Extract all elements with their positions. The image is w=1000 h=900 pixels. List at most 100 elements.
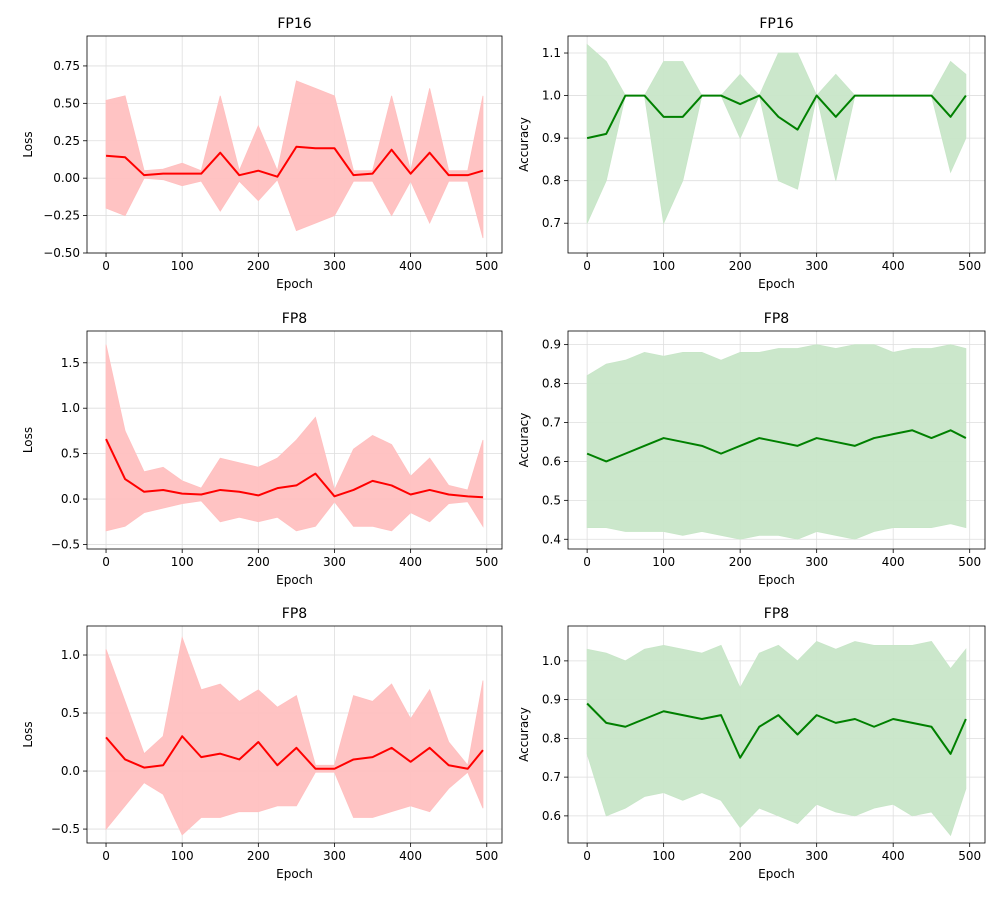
x-tick-label: 100	[171, 555, 194, 569]
mean-line	[105, 438, 484, 499]
mean-line	[586, 94, 967, 140]
y-tick-label: 0.0	[61, 492, 80, 506]
x-tick-label: 300	[805, 849, 828, 863]
x-tick-label: 100	[171, 259, 194, 273]
x-tick-label: 300	[805, 259, 828, 273]
x-axis-label: Epoch	[758, 277, 795, 291]
std-band	[586, 43, 967, 225]
x-tick-label: 200	[729, 555, 752, 569]
std-band	[105, 80, 484, 239]
x-tick-label: 0	[102, 849, 110, 863]
axes-frame	[86, 330, 503, 550]
x-tick-label: 500	[475, 555, 498, 569]
x-axis-label: Epoch	[276, 573, 313, 587]
x-tick-label: 300	[323, 259, 346, 273]
x-tick-label: 100	[652, 555, 675, 569]
y-tick-label: 0.75	[53, 59, 80, 73]
x-tick-label: 500	[958, 849, 981, 863]
y-tick-label: 0.50	[53, 96, 80, 110]
x-tick-label: 100	[652, 849, 675, 863]
x-tick-label: 300	[323, 555, 346, 569]
x-axis-label: Epoch	[276, 867, 313, 881]
y-tick-label: 0.00	[53, 171, 80, 185]
x-tick-label: 500	[958, 259, 981, 273]
chart-panel-5: 0 100 200 300 400 500 −0.5 0.0 0.5 1.0 FP8 Epoch Los…	[21, 606, 503, 881]
y-tick-label: 0.9	[542, 693, 561, 707]
y-tick-label: 0.8	[542, 377, 561, 391]
x-axis-label: Epoch	[758, 867, 795, 881]
y-tick-label: 0.6	[542, 809, 561, 823]
chart-title: FP16	[277, 16, 311, 32]
x-tick-label: 300	[323, 849, 346, 863]
x-tick-label: 0	[102, 259, 110, 273]
y-tick-label: −0.50	[43, 246, 80, 260]
y-axis-label: Loss	[21, 427, 35, 453]
y-tick-label: 0.25	[53, 134, 80, 148]
x-tick-label: 300	[805, 555, 828, 569]
std-band	[586, 641, 967, 837]
x-tick-label: 400	[399, 259, 422, 273]
x-tick-label: 400	[399, 555, 422, 569]
mean-line	[105, 145, 484, 178]
y-tick-label: 1.0	[61, 401, 80, 415]
y-tick-label: −0.5	[51, 822, 80, 836]
x-tick-label: 100	[171, 849, 194, 863]
y-axis-label: Loss	[21, 721, 35, 747]
axes-frame	[567, 625, 986, 844]
mean-line	[586, 702, 967, 759]
y-tick-label: 0.5	[61, 706, 80, 720]
y-axis-label: Accuracy	[517, 413, 531, 468]
chart-panel-2: 0 100 200 300 400 500 0.7 0.8 0.9 1.0 1.1 FP16 Epoch…	[517, 16, 986, 291]
x-tick-label: 200	[729, 259, 752, 273]
x-tick-label: 500	[475, 259, 498, 273]
x-tick-label: 400	[399, 849, 422, 863]
chart-title: FP8	[764, 311, 789, 327]
chart-panel-6: 0 100 200 300 400 500 0.6 0.7 0.8 0.9 1.0 FP8 Epoch A…	[517, 606, 986, 881]
std-band	[105, 344, 484, 532]
y-tick-label: 0.8	[542, 174, 561, 188]
x-tick-label: 400	[882, 555, 905, 569]
y-tick-label: 0.5	[542, 493, 561, 507]
x-axis-label: Epoch	[276, 277, 313, 291]
x-tick-label: 0	[583, 849, 591, 863]
y-tick-label: 0.7	[542, 415, 561, 429]
y-tick-label: 0.7	[542, 216, 561, 230]
x-tick-label: 500	[958, 555, 981, 569]
x-tick-label: 200	[247, 849, 270, 863]
y-tick-label: 1.0	[542, 654, 561, 668]
std-band	[105, 636, 484, 836]
y-tick-label: 0.9	[542, 131, 561, 145]
axes-frame	[86, 625, 503, 844]
x-tick-label: 0	[102, 555, 110, 569]
chart-panel-3: 0 100 200 300 400 500 −0.5 0.0 0.5 1.0 1.5 FP8 Epoch…	[21, 311, 503, 587]
y-tick-label: 0.0	[61, 764, 80, 778]
y-tick-label: 1.5	[61, 356, 80, 370]
x-tick-label: 0	[583, 555, 591, 569]
y-tick-label: 1.0	[542, 89, 561, 103]
y-axis-label: Accuracy	[517, 117, 531, 172]
x-tick-label: 0	[583, 259, 591, 273]
x-tick-label: 400	[882, 849, 905, 863]
y-tick-label: 1.0	[61, 648, 80, 662]
x-tick-label: 200	[729, 849, 752, 863]
mean-line	[586, 429, 967, 463]
y-tick-label: −0.25	[43, 209, 80, 223]
mean-line	[105, 735, 484, 770]
chart-title: FP8	[282, 311, 307, 327]
axes-frame	[567, 330, 986, 550]
y-tick-label: 0.6	[542, 454, 561, 468]
y-tick-label: 0.5	[61, 447, 80, 461]
y-axis-label: Loss	[21, 131, 35, 157]
y-tick-label: 0.9	[542, 338, 561, 352]
y-tick-label: −0.5	[51, 537, 80, 551]
y-tick-label: 0.4	[542, 532, 561, 546]
chart-panel-1: 0 100 200 300 400 500 −0.50 −0.25 0.00 0.25 0.50 0.…	[21, 16, 503, 291]
x-tick-label: 400	[882, 259, 905, 273]
x-tick-label: 200	[247, 259, 270, 273]
y-axis-label: Accuracy	[517, 707, 531, 762]
chart-title: FP16	[759, 16, 793, 32]
chart-title: FP8	[764, 606, 789, 622]
y-tick-label: 1.1	[542, 46, 561, 60]
x-axis-label: Epoch	[758, 573, 795, 587]
